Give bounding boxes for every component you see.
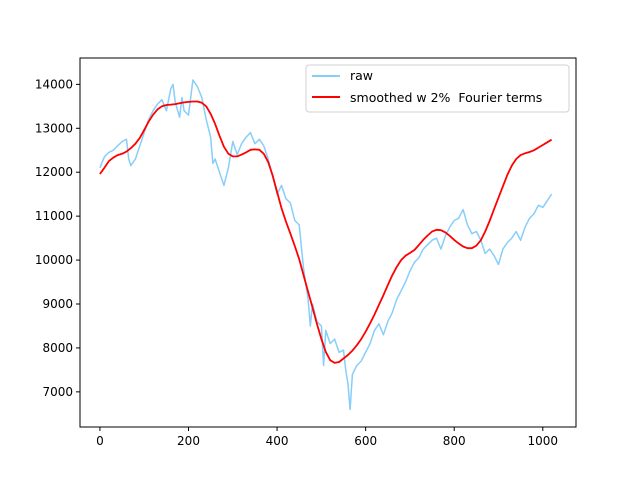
- y-tick-label: 8000: [42, 341, 73, 355]
- series-line-raw: [99, 79, 553, 411]
- legend: raw smoothed w 2% Fourier terms: [305, 64, 570, 113]
- plot-background: [80, 58, 576, 427]
- y-tick-label: 9000: [42, 297, 73, 311]
- legend-label-smoothed: smoothed w 2% Fourier terms: [350, 90, 542, 105]
- x-tick-label: 0: [96, 434, 104, 448]
- y-tick-label: 14000: [35, 77, 73, 91]
- legend-label-raw: raw: [350, 68, 373, 83]
- series-line-smoothed: [99, 100, 553, 364]
- y-axis: 7000 8000 9000 10000 11000 12000 13000 14000: [35, 77, 80, 399]
- x-tick-label: 600: [354, 434, 377, 448]
- x-axis: 0 200 400 600 800 1000: [96, 427, 558, 448]
- y-tick-label: 13000: [35, 121, 73, 135]
- x-tick-label: 200: [177, 434, 200, 448]
- legend-box: [305, 64, 570, 113]
- plot-frame: [79, 57, 577, 428]
- y-tick-label: 12000: [35, 165, 73, 179]
- x-tick-label: 800: [443, 434, 466, 448]
- series-layer: [99, 79, 553, 411]
- x-tick-label: 400: [266, 434, 289, 448]
- y-tick-label: 7000: [42, 385, 73, 399]
- y-tick-label: 11000: [35, 209, 73, 223]
- x-tick-label: 1000: [528, 434, 559, 448]
- y-tick-label: 10000: [35, 253, 73, 267]
